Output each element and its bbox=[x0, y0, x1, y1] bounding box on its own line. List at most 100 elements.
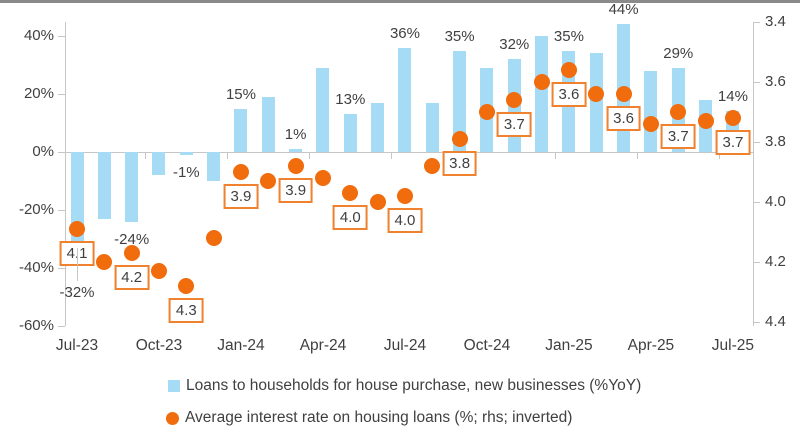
x-axis-tick bbox=[719, 153, 721, 159]
left-axis-tick bbox=[58, 36, 65, 37]
dot-May-24 bbox=[342, 185, 359, 201]
bar-Nov-23 bbox=[179, 152, 193, 155]
bar-label-Mar-24: 1% bbox=[284, 126, 307, 144]
right-axis-tick bbox=[753, 22, 760, 23]
bar-Dec-24 bbox=[535, 36, 549, 152]
bar-Feb-25 bbox=[589, 53, 603, 152]
dot-Jun-25 bbox=[697, 113, 714, 129]
dot-Feb-25 bbox=[588, 86, 605, 102]
x-axis-tick-label: Apr-24 bbox=[299, 337, 347, 354]
x-axis-tick-label: Jan-25 bbox=[545, 337, 593, 354]
dot-Apr-24 bbox=[314, 170, 331, 186]
bar-Oct-23 bbox=[152, 152, 166, 176]
right-axis-tick-label: 3.8 bbox=[765, 133, 786, 150]
bar-Jan-24 bbox=[234, 108, 248, 152]
right-axis-tick-label: 3.4 bbox=[765, 13, 786, 30]
left-axis-tick-label: 40% bbox=[23, 27, 54, 44]
right-axis-tick-label: 4.0 bbox=[765, 193, 786, 210]
rate-label-Nov-24: 3.7 bbox=[496, 112, 532, 137]
dot-Jul-23 bbox=[69, 221, 85, 237]
legend-item-loans: Loans to households for house purchase, … bbox=[168, 377, 641, 395]
bar-label-Jul-23: -32% bbox=[59, 283, 95, 301]
bar-Aug-23 bbox=[97, 152, 111, 219]
rate-label-Nov-23: 4.3 bbox=[168, 298, 204, 323]
dot-Jan-24 bbox=[232, 164, 249, 180]
bar-Apr-24 bbox=[316, 67, 330, 152]
right-axis-tick-label: 4.2 bbox=[765, 253, 786, 270]
x-axis-tick-label: Jul-23 bbox=[55, 337, 99, 354]
dot-Oct-23 bbox=[150, 263, 167, 279]
x-axis-tick bbox=[227, 153, 229, 159]
dot-Aug-24 bbox=[424, 158, 441, 174]
dot-Mar-24 bbox=[287, 158, 304, 174]
x-axis-tick bbox=[309, 153, 311, 159]
left-axis-line bbox=[65, 22, 66, 326]
dot-Jan-25 bbox=[560, 62, 577, 78]
left-axis-tick-label: -20% bbox=[18, 201, 54, 218]
legend-loans-label: Loans to households for house purchase, … bbox=[186, 377, 642, 394]
bar-Jul-24 bbox=[398, 47, 412, 152]
dot-Mar-25 bbox=[615, 86, 632, 102]
bar-label-May-25: 29% bbox=[663, 44, 694, 62]
bar-Aug-24 bbox=[425, 102, 439, 152]
right-axis-tick bbox=[753, 142, 760, 143]
left-axis-tick-label: 0% bbox=[32, 143, 54, 160]
rate-label-Sep-24: 3.8 bbox=[442, 151, 478, 176]
bar-Dec-23 bbox=[207, 152, 221, 181]
dot-Dec-24 bbox=[533, 74, 550, 90]
legend-item-rate: Average interest rate on housing loans (… bbox=[166, 409, 572, 427]
left-axis-tick bbox=[58, 210, 65, 211]
dot-Jul-25 bbox=[724, 110, 741, 126]
rate-label-Jul-25: 3.7 bbox=[715, 130, 751, 155]
dot-Aug-23 bbox=[96, 254, 113, 270]
dot-Feb-24 bbox=[260, 173, 277, 189]
bar-label-Jan-25: 35% bbox=[553, 27, 584, 45]
bar-Feb-24 bbox=[261, 96, 275, 152]
bar-label-Nov-24: 32% bbox=[499, 36, 530, 54]
right-axis-tick-label: 3.6 bbox=[765, 73, 786, 90]
x-axis-tick bbox=[391, 153, 393, 159]
bar-Sep-24 bbox=[453, 50, 467, 152]
left-axis-tick bbox=[58, 152, 65, 153]
right-axis-tick bbox=[753, 82, 760, 83]
dot-Sep-24 bbox=[451, 131, 468, 147]
top-rule bbox=[0, 0, 800, 3]
rate-label-Jan-24: 3.9 bbox=[223, 184, 259, 209]
rate-label-Mar-25: 3.6 bbox=[606, 106, 642, 131]
left-axis-tick bbox=[58, 326, 65, 327]
x-axis-tick-label: Oct-24 bbox=[463, 337, 511, 354]
bar-label-Jul-24: 36% bbox=[389, 24, 420, 42]
x-axis-tick bbox=[145, 153, 147, 159]
left-axis-tick bbox=[58, 94, 65, 95]
dot-Dec-23 bbox=[205, 230, 222, 246]
loans-legend-swatch-icon bbox=[168, 380, 180, 392]
bar-label-May-24: 13% bbox=[335, 91, 366, 109]
right-axis-tick bbox=[753, 202, 760, 203]
rate-label-Mar-24: 3.9 bbox=[278, 178, 314, 203]
dot-Nov-23 bbox=[178, 278, 195, 294]
dot-Apr-25 bbox=[642, 116, 659, 132]
x-axis-tick-label: Oct-23 bbox=[135, 337, 183, 354]
x-axis-tick bbox=[555, 153, 557, 159]
rate-label-Jul-24: 4.0 bbox=[387, 208, 423, 233]
rate-label-Jan-25: 3.6 bbox=[551, 82, 587, 107]
right-axis-tick bbox=[753, 322, 760, 323]
right-axis-line bbox=[753, 22, 754, 326]
rate-label-May-24: 4.0 bbox=[332, 205, 368, 230]
dot-Oct-24 bbox=[478, 104, 495, 120]
bar-label-Mar-25: 44% bbox=[608, 1, 639, 19]
dot-May-25 bbox=[670, 104, 687, 120]
rate-legend-swatch-icon bbox=[166, 411, 179, 425]
bar-label-Jul-25: 14% bbox=[717, 88, 748, 106]
bar-May-24 bbox=[343, 114, 357, 152]
bar-Mar-24 bbox=[289, 149, 303, 152]
rate-label-Sep-23: 4.2 bbox=[114, 265, 150, 290]
bar-label-Jan-24: 15% bbox=[225, 85, 256, 103]
x-axis-tick-label: Jan-24 bbox=[217, 337, 265, 354]
left-axis-tick bbox=[58, 268, 65, 269]
left-axis-tick-label: -60% bbox=[18, 317, 54, 334]
rate-label-May-25: 3.7 bbox=[660, 124, 696, 149]
dot-Nov-24 bbox=[506, 92, 523, 108]
bar-label-Sep-23: -24% bbox=[114, 230, 150, 248]
